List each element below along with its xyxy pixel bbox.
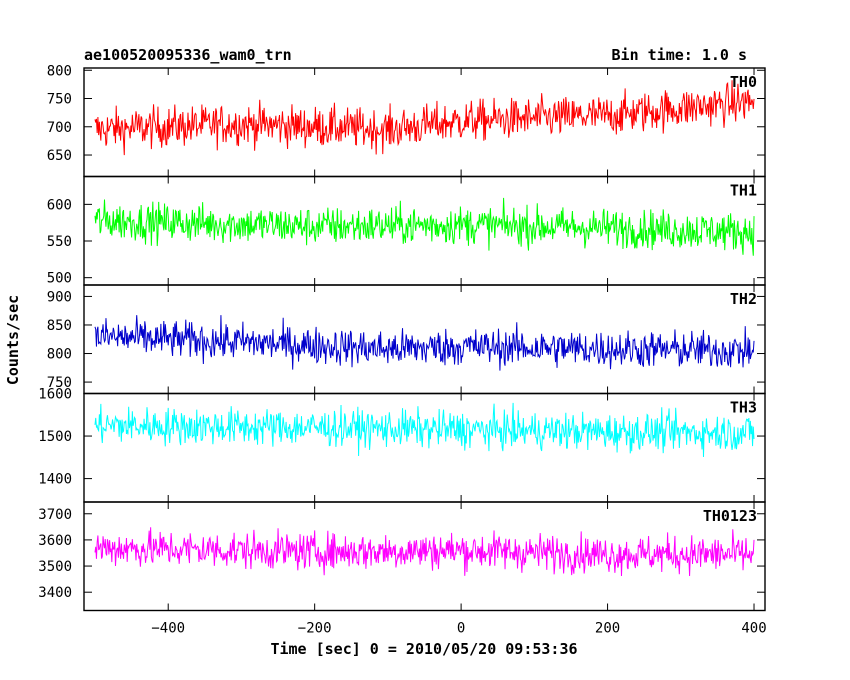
y-tick-label: 3500 [38, 559, 72, 575]
panel-label: TH3 [730, 399, 757, 417]
y-tick-label: 1400 [38, 472, 72, 488]
series-line-th3 [94, 402, 755, 457]
y-tick-label: 800 [47, 63, 72, 79]
y-tick-label: 750 [47, 92, 72, 108]
x-tick-label: −200 [298, 621, 332, 637]
y-axis-label: Counts/sec [4, 295, 22, 385]
panels: 650 700 750 800 TH0 500 550 600 TH1 750 800 850 900 T… [38, 63, 766, 612]
series-line-th0123 [94, 527, 755, 577]
y-tick-label: 3400 [38, 585, 72, 601]
chart-title: ae100520095336_wam0_trn [84, 46, 292, 64]
series-line-th2 [94, 315, 755, 371]
y-tick-label: 650 [47, 148, 72, 164]
panel-label: TH0 [730, 73, 757, 91]
y-tick-label: 850 [47, 318, 72, 334]
bin-time-label: Bin time: 1.0 s [612, 46, 747, 64]
panel-th2: 750 800 850 900 TH2 [47, 284, 766, 395]
x-tick-label: 400 [741, 621, 766, 637]
panel-frame [83, 501, 766, 612]
panel-label: TH0123 [703, 507, 757, 525]
panel-th1: 500 550 600 TH1 [47, 175, 766, 287]
y-tick-label: 800 [47, 347, 72, 363]
y-tick-label: 500 [47, 271, 72, 287]
series-line-th1 [94, 197, 755, 256]
x-axis: −400 −200 0 200 400 [151, 621, 766, 637]
x-tick-label: 200 [595, 621, 620, 637]
series-line-th0 [94, 80, 755, 156]
x-tick-label: 0 [457, 621, 465, 637]
y-tick-label: 1600 [38, 387, 72, 403]
y-tick-label: 900 [47, 289, 72, 305]
y-tick-label: 700 [47, 120, 72, 136]
panel-label: TH1 [730, 182, 757, 200]
panel-th0123: 3400 3500 3600 3700 TH0123 [38, 501, 766, 612]
y-tick-label: 750 [47, 375, 72, 391]
y-tick-label: 3600 [38, 533, 72, 549]
panel-th3: 1400 1500 1600 TH3 [38, 387, 766, 503]
x-axis-label: Time [sec] 0 = 2010/05/20 09:53:36 [270, 640, 577, 658]
x-tick-label: −400 [151, 621, 185, 637]
panel-label: TH2 [730, 290, 757, 308]
y-tick-label: 600 [47, 197, 72, 213]
y-tick-label: 550 [47, 234, 72, 250]
y-tick-label: 3700 [38, 507, 72, 523]
panel-th0: 650 700 750 800 TH0 [47, 63, 766, 178]
y-tick-label: 1500 [38, 429, 72, 445]
